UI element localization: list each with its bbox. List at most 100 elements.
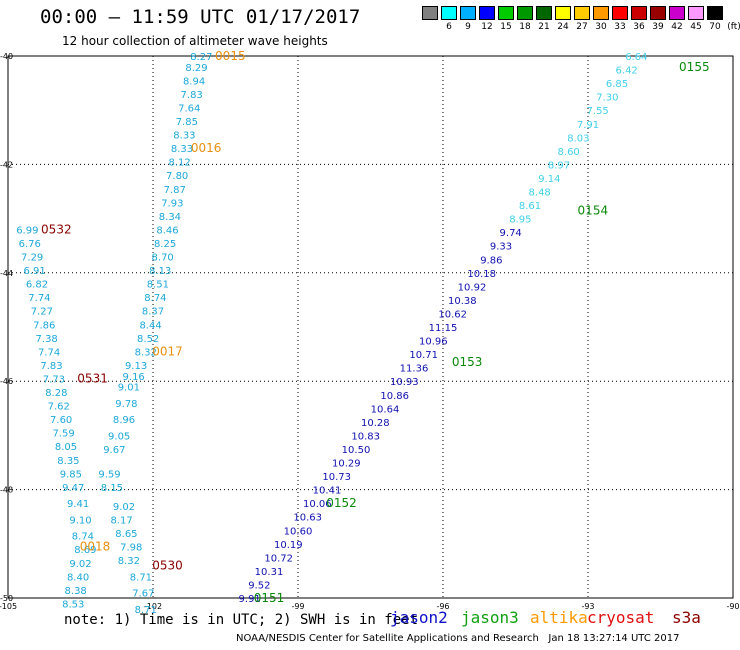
- credit-line: NOAA/NESDIS Center for Satellite Applica…: [236, 633, 680, 644]
- wave-height-value: 10.60: [284, 526, 313, 537]
- wave-height-value: 11.15: [429, 323, 458, 334]
- wave-height-value: 8.44: [139, 320, 161, 331]
- wave-height-value: 10.72: [264, 553, 293, 564]
- satellite-legend-item: jason3: [461, 608, 519, 627]
- wave-height-value: 9.47: [62, 483, 84, 494]
- wave-height-value: 8.71: [135, 605, 157, 616]
- scale-label: 12: [481, 22, 493, 32]
- wave-height-value: 7.62: [48, 402, 70, 413]
- wave-height-value: 9.85: [60, 469, 82, 480]
- scale-label: 18: [519, 22, 531, 32]
- footer-note: note: 1) Time is in UTC; 2) SWH is in fe…: [64, 612, 419, 628]
- wave-height-value: 10.18: [467, 269, 496, 280]
- satellite-legend-item: s3a: [672, 608, 701, 627]
- wave-height-value: 7.74: [28, 293, 50, 304]
- wave-height-value: 8.37: [142, 307, 164, 318]
- wave-height-value: 7.83: [40, 361, 62, 372]
- wave-height-value: 8.48: [529, 188, 551, 199]
- wave-height-value: 8.15: [101, 483, 123, 494]
- wave-height-value: 10.93: [390, 377, 419, 388]
- scale-swatch: [688, 6, 704, 20]
- satellite-legend-item: cryosat: [587, 608, 655, 627]
- wave-height-value: 7.67: [132, 589, 154, 600]
- wave-height-value: 10.64: [371, 404, 400, 415]
- wave-height-value: 8.12: [168, 158, 190, 169]
- wave-height-value: 11.36: [400, 364, 429, 375]
- wave-height-value: 8.65: [115, 529, 137, 540]
- wave-height-value: 8.27: [190, 52, 212, 63]
- lat-tick-label: -44: [0, 269, 13, 278]
- scale-label: 30: [595, 22, 607, 32]
- wave-height-value: 9.86: [480, 255, 502, 266]
- wave-height-value: 7.85: [176, 117, 198, 128]
- page-title: 00:00 — 11:59 UTC 01/17/2017: [40, 6, 361, 28]
- pass-time-label: 0018: [80, 540, 111, 554]
- plot-frame: [7, 55, 734, 599]
- scale-swatch: [574, 6, 590, 20]
- scale-unit: (ft): [727, 22, 740, 32]
- scale-swatch: [631, 6, 647, 20]
- pass-time-label: 0017: [152, 344, 183, 358]
- wave-height-value: 7.27: [31, 307, 53, 318]
- wave-height-value: 7.60: [50, 415, 72, 426]
- scale-swatch: [422, 6, 438, 20]
- wave-height-value: 7.29: [21, 253, 43, 264]
- satellite-legend-item: altika: [530, 608, 588, 627]
- wave-height-value: 8.40: [67, 572, 89, 583]
- scale-label: 42: [671, 22, 683, 32]
- wave-height-value: 10.73: [322, 472, 351, 483]
- lon-tick-label: -102: [144, 602, 162, 611]
- wave-height-value: 8.69: [74, 545, 96, 556]
- scale-swatch: [460, 6, 476, 20]
- pass-time-label: 0532: [41, 222, 72, 236]
- wave-height-value: 8.38: [65, 586, 87, 597]
- wave-height-value: 8.13: [149, 266, 171, 277]
- wave-height-value: 9.16: [123, 372, 145, 383]
- wave-height-value: 8.35: [57, 456, 79, 467]
- wave-height-value: 8.94: [183, 76, 205, 87]
- scale-swatch: [517, 6, 533, 20]
- wave-height-value: 9.59: [98, 469, 120, 480]
- wave-height-value: 8.32: [135, 347, 157, 358]
- wave-height-value: 10.28: [361, 418, 390, 429]
- wave-height-value: 7.73: [43, 374, 65, 385]
- wave-height-value: 7.55: [587, 106, 609, 117]
- scale-swatch: [612, 6, 628, 20]
- wave-height-value: 10.50: [342, 445, 371, 456]
- lon-tick-label: -93: [581, 602, 594, 611]
- wave-height-value: 8.71: [130, 572, 152, 583]
- scale-swatch: [498, 6, 514, 20]
- wave-height-value: 9.01: [118, 383, 140, 394]
- wave-height-value: 7.93: [161, 198, 183, 209]
- wave-height-value: 6.42: [616, 66, 638, 77]
- wave-height-value: 6.85: [606, 79, 628, 90]
- lon-tick-label: -105: [0, 602, 17, 611]
- wave-height-value: 8.74: [72, 532, 94, 543]
- scale-label: 9: [465, 22, 471, 32]
- wave-height-value: 8.70: [152, 253, 174, 264]
- wave-height-value: 10.63: [293, 513, 322, 524]
- wave-height-value: 8.25: [154, 239, 176, 250]
- scale-swatch: [536, 6, 552, 20]
- lat-tick-label: -48: [0, 486, 13, 495]
- scale-label: 45: [690, 22, 702, 32]
- scale-swatch: [707, 6, 723, 20]
- wave-height-value: 8.53: [62, 599, 84, 610]
- lat-tick-label: -40: [0, 52, 13, 61]
- wave-height-value: 7.83: [181, 90, 203, 101]
- wave-height-value: 7.74: [38, 347, 60, 358]
- wave-height-value: 10.96: [419, 337, 448, 348]
- wave-height-value: 9.78: [115, 399, 137, 410]
- wave-height-value: 10.31: [255, 567, 284, 578]
- page-subtitle: 12 hour collection of altimeter wave hei…: [62, 34, 328, 48]
- pass-time-label: 0154: [578, 203, 609, 217]
- lon-tick-label: -96: [436, 602, 449, 611]
- wave-height-value: 7.86: [33, 320, 55, 331]
- wave-height-value: 10.41: [313, 486, 342, 497]
- scale-label: 39: [652, 22, 664, 32]
- lat-tick-label: -46: [0, 377, 13, 386]
- scale-swatch: [441, 6, 457, 20]
- pass-time-label: 0531: [77, 371, 108, 385]
- scale-swatch: [479, 6, 495, 20]
- wave-height-value: 8.32: [118, 556, 140, 567]
